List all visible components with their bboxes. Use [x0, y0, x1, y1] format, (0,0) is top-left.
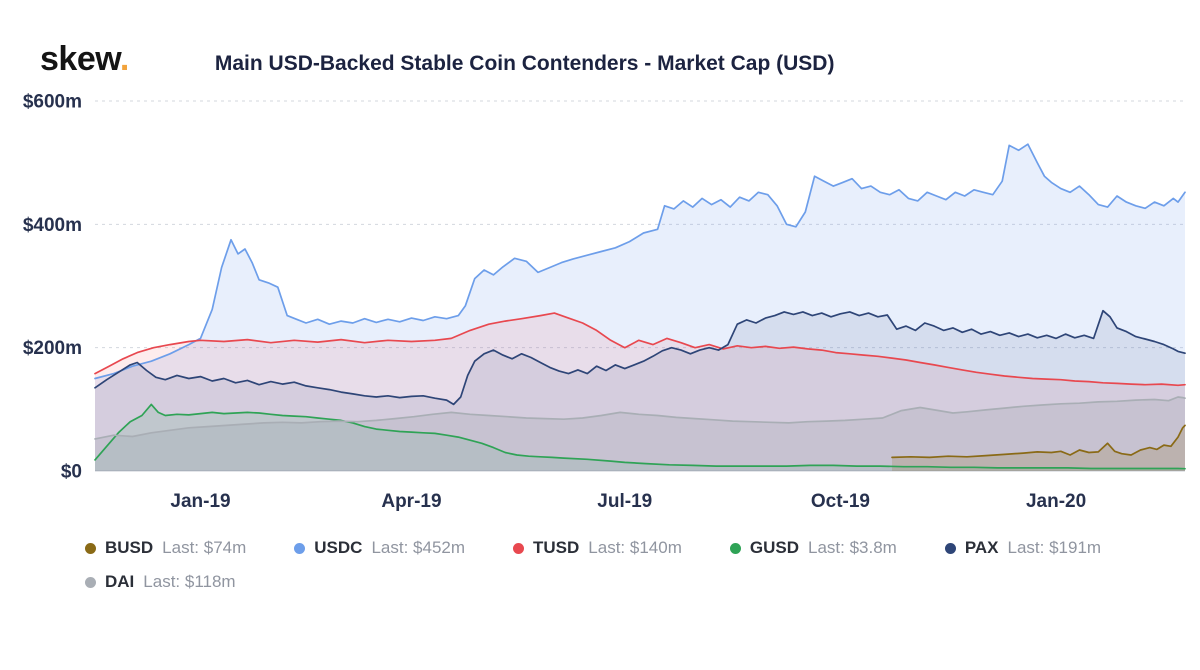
legend-series-name: TUSD [533, 538, 580, 557]
pax-line [94, 309, 1186, 406]
legend-series-last-value: Last: $118m [143, 572, 236, 591]
tusd-line [94, 312, 1186, 387]
y-tick-label: $0 [61, 462, 82, 483]
y-tick-label: $200m [23, 338, 82, 359]
legend-item-usdc[interactable]: USDC Last: $452m [294, 538, 465, 558]
busd-series-dot-icon [85, 542, 96, 554]
gusd-area [95, 404, 1185, 471]
market-cap-chart[interactable]: $0 $200m $400m $600m Jan-19 Apr-19 Jul-19 Oct-1… [0, 83, 1200, 523]
header: skew. Main USD-Backed Stable Coin Conten… [0, 0, 1200, 79]
x-tick-label: Oct-19 [811, 491, 870, 512]
logo-text: skew [40, 40, 120, 78]
x-tick-label: Apr-19 [381, 491, 441, 512]
usdc-series-dot-icon [294, 542, 306, 554]
legend-item-busd[interactable]: BUSD Last: $74m [85, 538, 246, 558]
gusd-line [94, 403, 1186, 470]
tusd-series-dot-icon [513, 542, 525, 554]
legend-series-name: USDC [314, 538, 363, 557]
dai-line [94, 396, 1186, 440]
legend-item-dai[interactable]: DAI Last: $118m [85, 572, 236, 592]
dai-series-dot-icon [85, 576, 96, 588]
pax-series-dot-icon [944, 542, 956, 554]
legend-series-last-value: Last: $3.8m [807, 538, 897, 557]
gusd-series-dot-icon [729, 542, 741, 554]
dai-area [95, 397, 1185, 471]
y-tick-label: $600m [23, 92, 82, 113]
x-tick-label: Jul-19 [597, 491, 652, 512]
legend-series-name: GUSD [749, 538, 799, 557]
legend-series-name: PAX [964, 538, 999, 557]
legend-series-name: DAI [105, 572, 135, 591]
x-tick-label: Jan-20 [1026, 491, 1086, 512]
y-tick-label: $400m [23, 215, 82, 236]
busd-line [891, 424, 1186, 459]
legend-series-last-value: Last: $74m [162, 538, 247, 557]
chart-title: Main USD-Backed Stable Coin Contenders -… [214, 52, 835, 75]
legend-item-gusd[interactable]: GUSD Last: $3.8m [729, 538, 897, 558]
legend-series-last-value: Last: $191m [1007, 538, 1102, 557]
legend-series-last-value: Last: $452m [371, 538, 466, 557]
pax-area [95, 310, 1185, 471]
legend-series-name: BUSD [105, 538, 154, 557]
tusd-area [95, 313, 1185, 471]
x-tick-label: Jan-19 [170, 491, 230, 512]
legend-item-pax[interactable]: PAX Last: $191m [944, 538, 1102, 558]
usdc-area [95, 144, 1185, 471]
skew-logo: skew. [40, 40, 129, 79]
chart-legend: BUSD Last: $74m USDC Last: $452m TUSD Last: $… [85, 538, 1175, 592]
usdc-line [94, 143, 1186, 380]
legend-item-tusd[interactable]: TUSD Last: $140m [513, 538, 682, 558]
busd-area [892, 425, 1185, 471]
logo-dot: . [119, 40, 129, 78]
chart-wrap: $0 $200m $400m $600m Jan-19 Apr-19 Jul-19 Oct-1… [0, 83, 1200, 528]
legend-series-last-value: Last: $140m [588, 538, 682, 557]
